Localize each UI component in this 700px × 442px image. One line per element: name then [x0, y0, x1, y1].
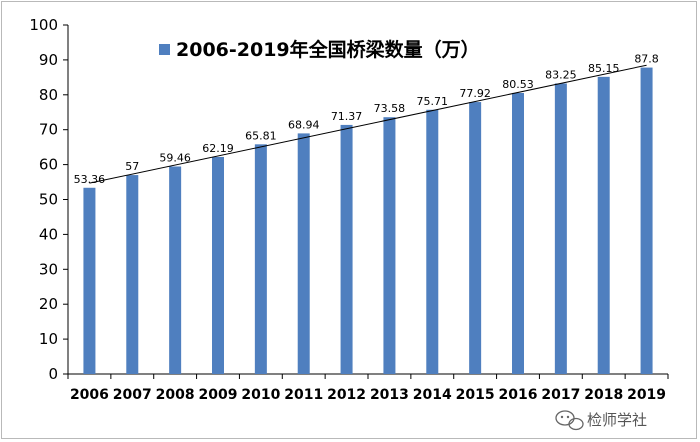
- bar: [383, 117, 396, 374]
- data-labels: 53.36 57 59.46 62.19 65.81 68.94 71.37 73.58 75.…: [74, 53, 659, 186]
- x-tick-label: 2015: [456, 387, 495, 403]
- y-axis-ticks: 0 10 20 30 40 50 60 70 80 90 100: [29, 16, 68, 383]
- y-tick-label: 100: [29, 16, 58, 34]
- bar: [212, 156, 224, 374]
- x-tick-label: 2019: [627, 387, 666, 403]
- x-tick-label: 2007: [113, 387, 152, 403]
- y-tick-label: 80: [39, 86, 58, 104]
- bar: [597, 76, 610, 374]
- x-axis-ticks: 2006 2007 2008 2009 2010 2011 2012 2013 2014 2015…: [67, 374, 669, 403]
- bar: [426, 109, 439, 375]
- bar: [554, 83, 567, 375]
- x-tick-label: 2016: [499, 387, 538, 403]
- x-tick-label: 2017: [541, 387, 580, 403]
- wechat-icon: [555, 410, 584, 431]
- x-tick-label: 2006: [70, 387, 109, 403]
- bar: [640, 67, 653, 374]
- bar: [340, 124, 353, 374]
- y-tick-label: 60: [39, 156, 58, 174]
- y-tick-label: 40: [39, 225, 58, 243]
- data-label: 75.71: [417, 95, 449, 108]
- x-tick-label: 2012: [327, 387, 366, 403]
- x-tick-label: 2018: [584, 387, 623, 403]
- data-label: 68.94: [288, 118, 320, 131]
- data-label: 65.81: [245, 129, 277, 142]
- data-label: 62.19: [202, 142, 234, 155]
- data-label: 73.58: [374, 102, 406, 115]
- data-label: 57: [125, 160, 139, 173]
- data-label: 53.36: [74, 173, 106, 186]
- bar: [254, 144, 267, 374]
- x-tick-label: 2009: [199, 387, 238, 403]
- bar: [169, 166, 182, 374]
- x-tick-label: 2013: [370, 387, 409, 403]
- legend: 2006-2019年全国桥梁数量（万）: [159, 38, 480, 61]
- data-label: 83.25: [545, 68, 577, 81]
- bar: [126, 175, 139, 374]
- y-tick-label: 50: [39, 191, 58, 209]
- data-label: 59.46: [159, 151, 191, 164]
- trend-line: [89, 64, 647, 184]
- bar: [512, 92, 524, 374]
- watermark: 检师学社: [555, 410, 647, 431]
- x-tick-label: 2008: [156, 387, 195, 403]
- x-tick-label: 2011: [284, 387, 323, 403]
- y-tick-label: 30: [39, 260, 58, 278]
- bar: [469, 102, 482, 374]
- data-label: 85.15: [588, 62, 620, 75]
- bar: [83, 187, 96, 374]
- bar-series: [83, 67, 653, 375]
- y-tick-label: 20: [39, 295, 58, 313]
- y-tick-label: 70: [39, 121, 58, 139]
- watermark-text: 检师学社: [587, 411, 647, 429]
- data-label: 77.92: [459, 87, 491, 100]
- data-label: 71.37: [331, 110, 363, 123]
- bar: [297, 133, 310, 374]
- y-tick-label: 90: [39, 51, 58, 69]
- x-tick-label: 2014: [413, 387, 452, 403]
- legend-swatch: [159, 44, 170, 55]
- data-label: 87.8: [634, 53, 659, 66]
- y-tick-label: 0: [48, 365, 58, 383]
- data-label: 80.53: [502, 78, 534, 91]
- legend-label: 2006-2019年全国桥梁数量（万）: [176, 38, 480, 61]
- y-tick-label: 10: [39, 330, 58, 348]
- x-tick-label: 2010: [241, 387, 280, 403]
